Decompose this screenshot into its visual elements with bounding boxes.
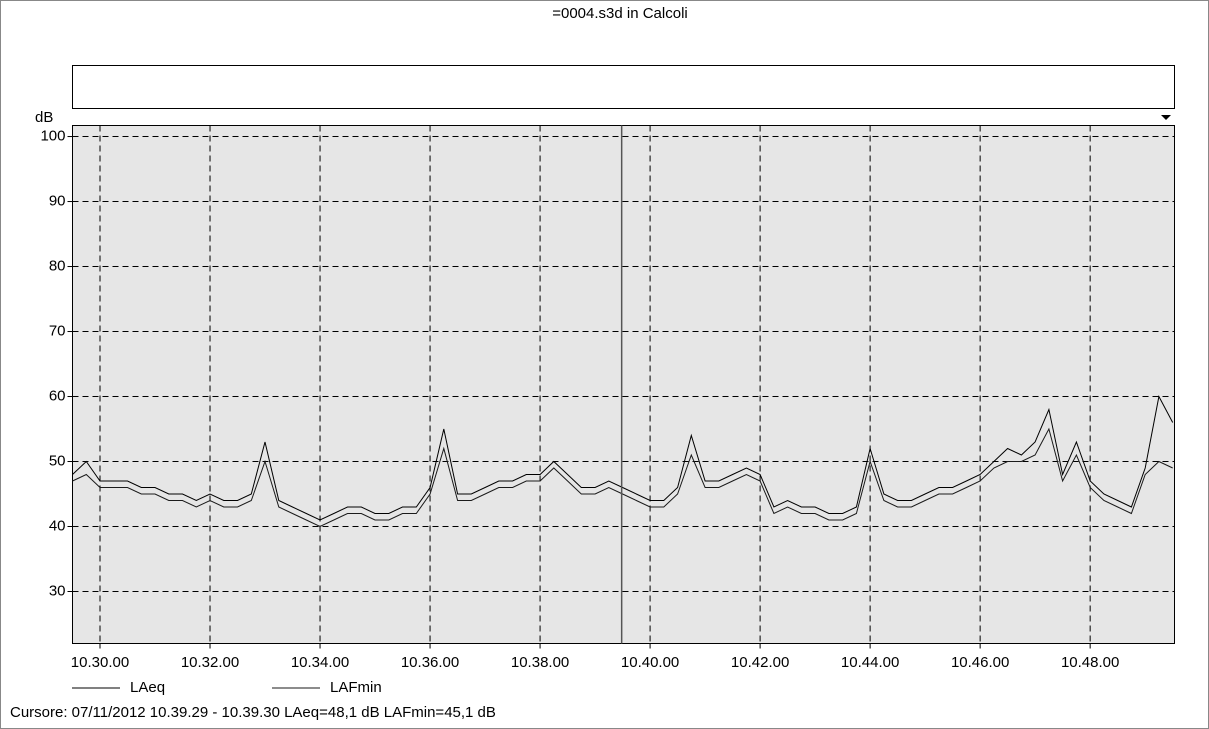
y-tick-label: 70 — [49, 322, 66, 339]
y-tick-label: 60 — [49, 387, 66, 404]
x-tick-label: 10.46.00 — [951, 654, 1009, 671]
dropdown-arrow[interactable] — [1161, 115, 1171, 120]
x-tick-label: 10.44.00 — [841, 654, 899, 671]
chart-title: =0004.s3d in Calcoli — [552, 5, 688, 22]
y-tick-label: 80 — [49, 258, 66, 275]
y-axis-label: dB — [35, 109, 53, 126]
plot-area — [72, 125, 1175, 644]
x-tick-label: 10.32.00 — [181, 654, 239, 671]
x-tick-label: 10.40.00 — [621, 654, 679, 671]
x-tick-label: 10.48.00 — [1061, 654, 1119, 671]
x-tick-label: 10.42.00 — [731, 654, 789, 671]
info-box — [72, 65, 1175, 109]
y-tick-label: 30 — [49, 582, 66, 599]
series-line — [72, 395, 1174, 521]
legend-label: LAFmin — [330, 679, 382, 696]
series-line — [72, 427, 1173, 528]
x-tick-label: 10.34.00 — [291, 654, 349, 671]
y-tick-label: 40 — [49, 517, 66, 534]
status-text: Cursore: 07/11/2012 10.39.29 - 10.39.30 … — [10, 704, 496, 721]
y-tick-label: 50 — [49, 452, 66, 469]
x-tick-label: 10.38.00 — [511, 654, 569, 671]
legend-label: LAeq — [130, 679, 165, 696]
x-tick-label: 10.30.00 — [71, 654, 129, 671]
y-tick-label: 90 — [49, 193, 66, 210]
x-tick-label: 10.36.00 — [401, 654, 459, 671]
y-tick-label: 100 — [40, 128, 65, 145]
